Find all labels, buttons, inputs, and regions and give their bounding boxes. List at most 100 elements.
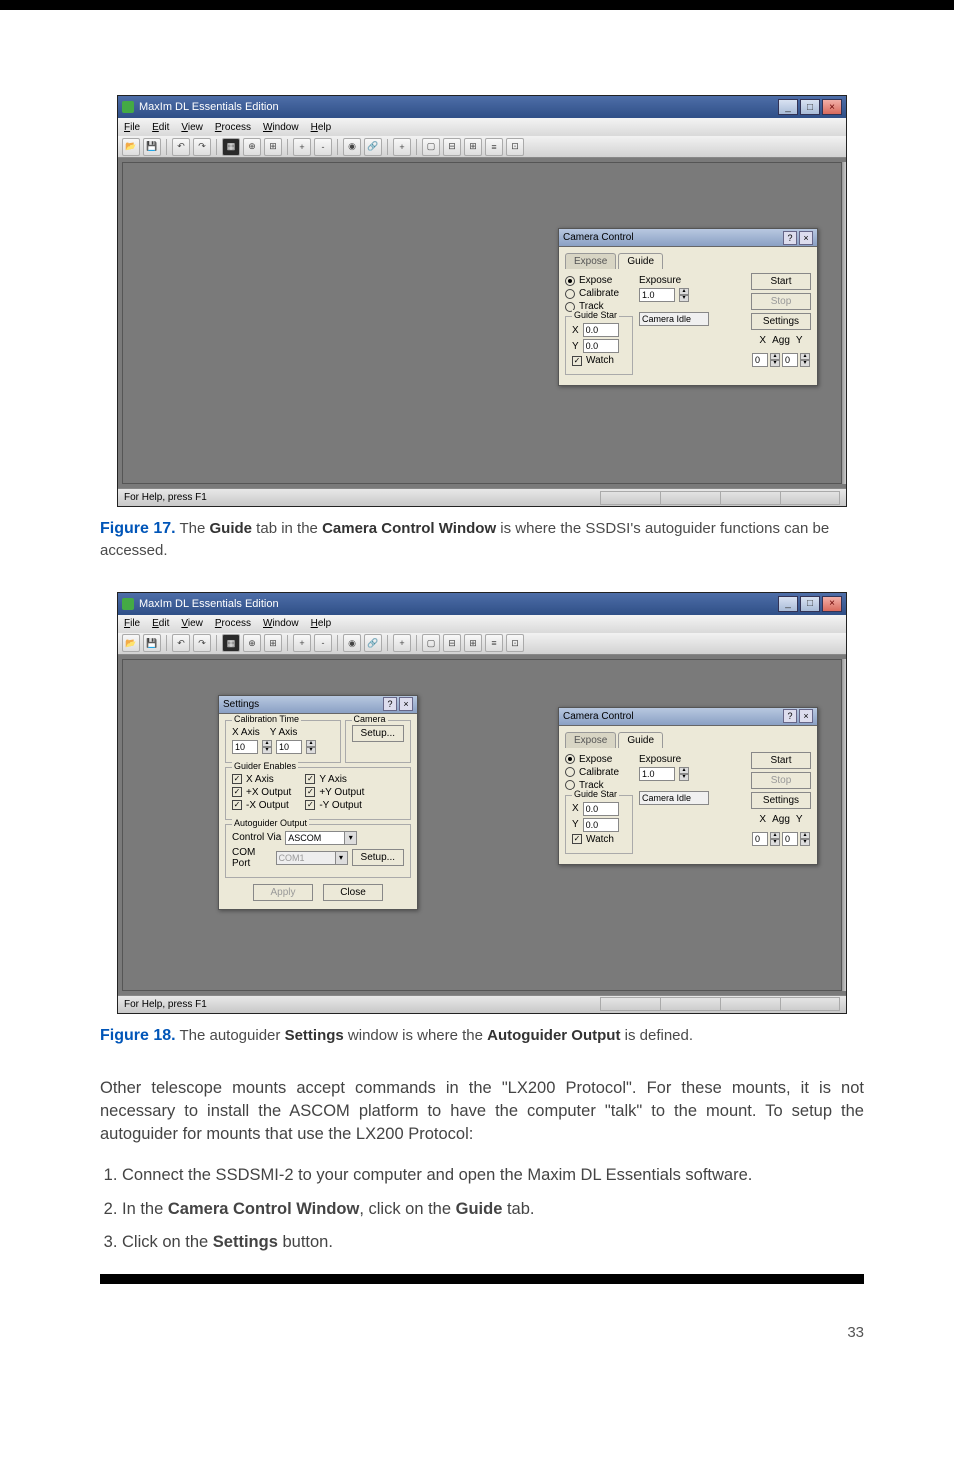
exposure-input[interactable]: 1.0 (639, 288, 675, 302)
dialog-help-button[interactable]: ? (783, 709, 797, 723)
toolbar-save-icon[interactable]: 💾 (143, 634, 161, 652)
close-button[interactable]: Close (323, 884, 383, 901)
toolbar-win1-icon[interactable]: ▢ (422, 138, 440, 156)
aggx-input[interactable]: 0 (752, 353, 768, 367)
minimize-button[interactable]: _ (778, 596, 798, 612)
cal-x-input[interactable]: 10 (232, 740, 258, 754)
watch-checkbox[interactable] (572, 356, 582, 366)
toolbar-win2-icon[interactable]: ⊟ (443, 634, 461, 652)
cal-y-input[interactable]: 10 (276, 740, 302, 754)
toolbar-win3-icon[interactable]: ⊞ (464, 634, 482, 652)
toolbar-win4-icon[interactable]: ≡ (485, 634, 503, 652)
toolbar-link-icon[interactable]: 🔗 (364, 634, 382, 652)
menu-window[interactable]: Window (263, 618, 299, 629)
com-port-dropdown[interactable]: ▾ (336, 851, 348, 865)
scrollbar[interactable] (842, 659, 846, 991)
watch-checkbox[interactable] (572, 834, 582, 844)
toolbar-scope-icon[interactable]: ⊕ (243, 138, 261, 156)
tab-guide[interactable]: Guide (618, 732, 663, 748)
aggy-input[interactable]: 0 (782, 353, 798, 367)
toolbar-plus-icon[interactable]: + (393, 138, 411, 156)
toolbar-cam-icon[interactable]: ▦ (222, 634, 240, 652)
toolbar-zoomin-icon[interactable]: + (293, 138, 311, 156)
dialog-close-button[interactable]: × (399, 697, 413, 711)
settings-button[interactable]: Settings (751, 792, 811, 809)
maximize-button[interactable]: □ (800, 99, 820, 115)
toolbar-open-icon[interactable]: 📂 (122, 138, 140, 156)
toolbar-cam-icon[interactable]: ▦ (222, 138, 240, 156)
chk-pxout[interactable] (232, 787, 242, 797)
toolbar-save-icon[interactable]: 💾 (143, 138, 161, 156)
toolbar-open-icon[interactable]: 📂 (122, 634, 140, 652)
menu-view[interactable]: View (181, 122, 203, 133)
menu-file[interactable]: File (124, 122, 140, 133)
dialog-help-button[interactable]: ? (383, 697, 397, 711)
toolbar-zoomout-icon[interactable]: - (314, 138, 332, 156)
toolbar-redo-icon[interactable]: ↷ (193, 634, 211, 652)
toolbar-undo-icon[interactable]: ↶ (172, 138, 190, 156)
dialog-close-button[interactable]: × (799, 709, 813, 723)
toolbar-plus-icon[interactable]: + (393, 634, 411, 652)
radio-calibrate[interactable] (565, 289, 575, 299)
menu-view[interactable]: View (181, 618, 203, 629)
chk-pyout[interactable] (305, 787, 315, 797)
toolbar-zoomout-icon[interactable]: - (314, 634, 332, 652)
close-button[interactable]: × (822, 596, 842, 612)
radio-expose[interactable] (565, 754, 575, 764)
x-input[interactable]: 0.0 (583, 802, 619, 816)
menu-file[interactable]: File (124, 618, 140, 629)
menu-process[interactable]: Process (215, 122, 251, 133)
toolbar-redo-icon[interactable]: ↷ (193, 138, 211, 156)
tab-expose[interactable]: Expose (565, 732, 616, 748)
toolbar-win3-icon[interactable]: ⊞ (464, 138, 482, 156)
y-input[interactable]: 0.0 (583, 818, 619, 832)
stop-button[interactable]: Stop (751, 772, 811, 789)
chk-nyout[interactable] (305, 800, 315, 810)
chk-xaxis[interactable] (232, 774, 242, 784)
exposure-up[interactable]: ▴ (679, 288, 689, 295)
scrollbar[interactable] (842, 162, 846, 484)
settings-button[interactable]: Settings (751, 313, 811, 330)
start-button[interactable]: Start (751, 752, 811, 769)
y-input[interactable]: 0.0 (583, 339, 619, 353)
tab-expose[interactable]: Expose (565, 253, 616, 269)
exposure-input[interactable]: 1.0 (639, 767, 675, 781)
toolbar-stop-icon[interactable]: ◉ (343, 138, 361, 156)
camera-setup-button[interactable]: Setup... (352, 725, 404, 742)
toolbar-win5-icon[interactable]: ⊡ (506, 634, 524, 652)
com-port-select[interactable]: COM1 (276, 851, 336, 865)
menu-process[interactable]: Process (215, 618, 251, 629)
radio-calibrate[interactable] (565, 767, 575, 777)
toolbar-zoomin-icon[interactable]: + (293, 634, 311, 652)
stop-button[interactable]: Stop (751, 293, 811, 310)
apply-button[interactable]: Apply (253, 884, 313, 901)
maximize-button[interactable]: □ (800, 596, 820, 612)
toolbar-win2-icon[interactable]: ⊟ (443, 138, 461, 156)
toolbar-undo-icon[interactable]: ↶ (172, 634, 190, 652)
menu-help[interactable]: Help (311, 618, 332, 629)
control-via-select[interactable]: ASCOM (285, 831, 345, 845)
toolbar-hist-icon[interactable]: ⊞ (264, 634, 282, 652)
toolbar-win4-icon[interactable]: ≡ (485, 138, 503, 156)
dialog-close-button[interactable]: × (799, 231, 813, 245)
menu-help[interactable]: Help (311, 122, 332, 133)
toolbar-hist-icon[interactable]: ⊞ (264, 138, 282, 156)
tab-guide[interactable]: Guide (618, 253, 663, 269)
menu-edit[interactable]: Edit (152, 618, 169, 629)
toolbar-link-icon[interactable]: 🔗 (364, 138, 382, 156)
toolbar-win5-icon[interactable]: ⊡ (506, 138, 524, 156)
chk-yaxis[interactable] (305, 774, 315, 784)
toolbar-stop-icon[interactable]: ◉ (343, 634, 361, 652)
x-input[interactable]: 0.0 (583, 323, 619, 337)
minimize-button[interactable]: _ (778, 99, 798, 115)
control-via-dropdown[interactable]: ▾ (345, 831, 357, 845)
toolbar-win1-icon[interactable]: ▢ (422, 634, 440, 652)
start-button[interactable]: Start (751, 273, 811, 290)
toolbar-scope-icon[interactable]: ⊕ (243, 634, 261, 652)
menu-window[interactable]: Window (263, 122, 299, 133)
comport-setup-button[interactable]: Setup... (352, 849, 404, 866)
aggy-input[interactable]: 0 (782, 832, 798, 846)
aggx-input[interactable]: 0 (752, 832, 768, 846)
exposure-down[interactable]: ▾ (679, 295, 689, 302)
radio-expose[interactable] (565, 276, 575, 286)
